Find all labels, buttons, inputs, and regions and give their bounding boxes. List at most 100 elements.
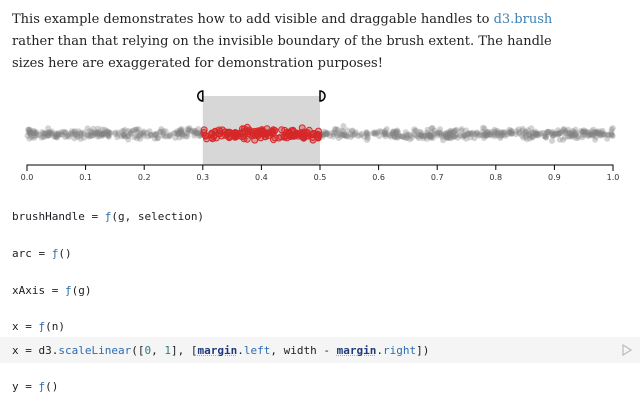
scatter-point (416, 135, 423, 142)
scatter-point (192, 127, 199, 134)
scatter-point (184, 133, 191, 140)
scatter-point (423, 135, 430, 142)
scatter-point (533, 132, 540, 139)
scatter-point (172, 130, 179, 137)
scatter-point (448, 133, 455, 140)
scatter-point (575, 133, 582, 140)
scatter-point (26, 126, 33, 133)
scatter-point (493, 131, 500, 138)
scatter-point (565, 126, 572, 133)
scatter-point (141, 132, 148, 139)
scatter-point (112, 129, 119, 136)
scatter-point (442, 132, 449, 139)
scatter-point (140, 129, 147, 136)
scatter-point (569, 133, 576, 140)
scatter-point (62, 129, 69, 136)
scatter-point (465, 131, 472, 138)
scatter-point (562, 129, 568, 136)
scatter-point (55, 132, 62, 139)
scatter-point (191, 129, 198, 136)
scatter-point (136, 132, 143, 139)
code-token: ƒ (51, 246, 59, 260)
scatter-point (604, 131, 611, 138)
x-axis-tick-label: 0.0 (21, 173, 34, 182)
scatter-point (31, 134, 37, 141)
scatter-point (77, 130, 84, 136)
scatter-point (95, 125, 102, 132)
scatter-point (467, 130, 474, 136)
scatter-point (175, 130, 182, 137)
scatter-point (447, 127, 454, 134)
scatter-point (605, 132, 612, 139)
scatter-point (32, 133, 39, 139)
scatter-point (554, 127, 561, 134)
scatter-point (351, 131, 358, 138)
scatter-point (609, 133, 616, 139)
scatter-point (591, 129, 598, 136)
scatter-point (30, 127, 37, 134)
x-axis-tick-label: 1.0 (607, 173, 620, 182)
scatter-point (593, 128, 600, 135)
code-cell[interactable]: y = ƒ() (0, 373, 640, 399)
scatter-point (581, 129, 588, 136)
scatter-point (590, 126, 597, 133)
scatter-point (528, 125, 535, 132)
brush-scatter-chart[interactable]: 0.0 0.1 0.2 0.3 0.4 0.5 0.6 0.7 0.8 0.9 1.0 (0, 84, 640, 189)
code-cell[interactable]: x = ƒ(n) (0, 313, 640, 339)
scatter-point (191, 127, 198, 134)
scatter-point (355, 133, 362, 139)
scatter-point (188, 128, 195, 134)
scatter-point (343, 132, 350, 138)
scatter-point (391, 133, 398, 140)
scatter-point (339, 131, 346, 138)
d3-brush-link[interactable]: d3.brush (493, 12, 553, 27)
code-token: () (45, 379, 59, 393)
brush-handle-east[interactable] (319, 90, 326, 102)
scatter-point (559, 128, 566, 135)
code-cell[interactable]: x = d3.scaleLinear([0, 1], [margin.left,… (0, 337, 640, 363)
scatter-point (450, 133, 457, 140)
scatter-point (330, 131, 337, 138)
scatter-point (555, 131, 562, 138)
scatter-point (501, 129, 507, 136)
brush-handle-west[interactable] (197, 90, 204, 102)
code-cell[interactable]: brushHandle = ƒ(g, selection) (0, 203, 640, 229)
scatter-point (157, 129, 164, 136)
scatter-point (486, 131, 493, 138)
scatter-point (349, 132, 356, 139)
scatter-point (543, 134, 549, 141)
scatter-point (41, 133, 48, 140)
scatter-point (91, 130, 98, 137)
scatter-point (434, 130, 441, 137)
code-cell[interactable]: arc = ƒ() (0, 240, 640, 266)
scatter-point (416, 128, 423, 135)
scatter-point (445, 129, 451, 136)
scatter-point (178, 129, 185, 136)
code-cell[interactable]: xAxis = ƒ(g) (0, 277, 640, 303)
scatter-point (588, 128, 595, 135)
scatter-point (492, 133, 499, 140)
scatter-point (42, 131, 49, 138)
scatter-point (46, 132, 53, 138)
scatter-point (443, 134, 450, 141)
scatter-point (444, 134, 451, 140)
scatter-point (556, 129, 563, 136)
scatter-point (458, 127, 465, 134)
play-outline-icon[interactable] (622, 344, 632, 356)
scatter-point (192, 130, 198, 137)
scatter-point (84, 132, 91, 139)
scatter-point (474, 129, 481, 136)
scatter-point (184, 130, 191, 137)
code-token: x = (12, 319, 39, 333)
scatter-point (450, 132, 457, 139)
scatter-point (600, 131, 607, 138)
scatter-point (592, 136, 599, 143)
scatter-point (65, 132, 72, 139)
scatter-point (414, 133, 421, 140)
scatter-point (413, 132, 420, 139)
scatter-point (211, 127, 219, 135)
scatter-point (129, 127, 136, 134)
scatter-point (103, 129, 110, 136)
scatter-point (500, 131, 507, 138)
scatter-point (431, 127, 438, 134)
